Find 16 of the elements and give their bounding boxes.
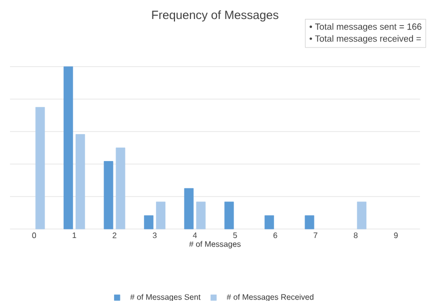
text: • Total messages received = (310, 35, 421, 44)
text: • Total messages sent = 166 (310, 23, 422, 32)
bar (156, 202, 166, 230)
bar (64, 66, 74, 230)
bar (304, 215, 314, 230)
bar (356, 202, 366, 230)
bar (104, 161, 114, 230)
bar (224, 202, 234, 230)
bar (144, 215, 154, 230)
bar (76, 134, 86, 230)
bar (35, 107, 45, 230)
bar (196, 202, 206, 230)
bar (184, 188, 194, 230)
bar (116, 148, 126, 230)
bar (264, 215, 274, 230)
chart-title: Frequency of Messages (152, 10, 278, 22)
